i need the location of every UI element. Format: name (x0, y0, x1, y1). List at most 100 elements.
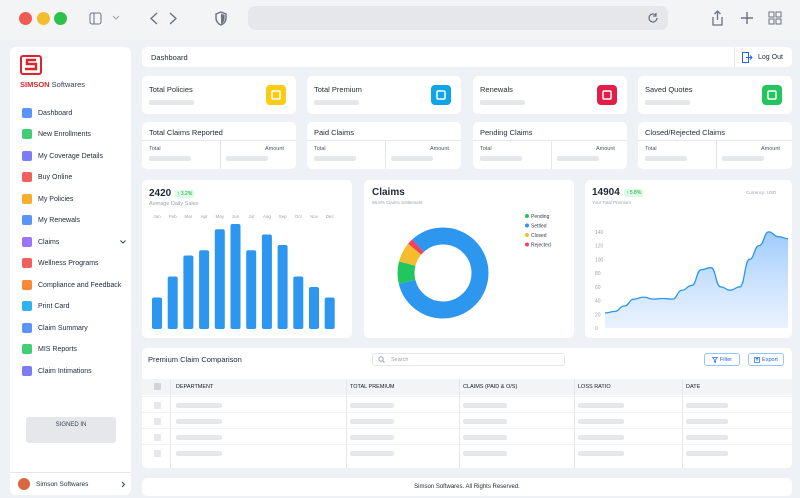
brand-name-main: SIMSON (20, 80, 50, 89)
forward-icon[interactable] (169, 12, 177, 25)
column-header[interactable]: CLAIMS (PAID & O/S) (463, 384, 518, 390)
chevron-right-icon[interactable] (121, 481, 126, 488)
claims-amount-placeholder (722, 156, 764, 161)
sidebar-item-claims[interactable]: Claims (22, 234, 59, 250)
cell-placeholder (463, 403, 507, 408)
sidebar-item-print-card[interactable]: Print Card (22, 298, 70, 314)
sales-value: 2420 (149, 188, 172, 199)
sidebar-item-dashboard[interactable]: Dashboard (22, 105, 72, 121)
user-menu[interactable]: Simson Softwares (10, 472, 131, 495)
premium-growth-badge: ↑ 5.8% (624, 189, 644, 197)
cell-placeholder (578, 435, 624, 440)
sidebar-item-my-coverage-details[interactable]: My Coverage Details (22, 148, 103, 164)
sidebar-item-label: Claim Intimations (38, 367, 92, 375)
sidebar-item-wellness-programs[interactable]: Wellness Programs (22, 255, 99, 271)
claims-total-placeholder (480, 156, 522, 161)
page-header: Dashboard Log Out (142, 47, 792, 67)
row-checkbox[interactable] (154, 418, 161, 425)
close-window-button[interactable] (19, 12, 32, 25)
filter-button[interactable]: Filter (704, 353, 740, 366)
table-row[interactable] (142, 396, 792, 412)
share-icon[interactable] (711, 10, 724, 26)
table-row[interactable] (142, 412, 792, 428)
premium-chart-card: 14904 ↑ 5.8% Your Total Premium Currency… (585, 180, 792, 338)
reload-icon[interactable] (647, 12, 659, 24)
sidebar-icon[interactable] (89, 12, 102, 25)
donut-slice (397, 227, 489, 319)
sidebar-item-new-enrollments[interactable]: New Enrollments (22, 126, 91, 142)
row-checkbox[interactable] (154, 450, 161, 457)
stat-value-placeholder (645, 100, 690, 105)
bar (214, 229, 225, 329)
select-all-checkbox[interactable] (154, 383, 161, 390)
claims-card-divider (307, 140, 461, 141)
stat-card-total-premium[interactable]: Total Premium (307, 76, 461, 114)
table-row[interactable] (142, 428, 792, 444)
area-fill (605, 231, 788, 328)
sidebar-item-claim-summary[interactable]: Claim Summary (22, 320, 88, 336)
bar (199, 250, 210, 329)
column-header[interactable]: LOSS RATIO (578, 384, 611, 390)
chevron-down-icon[interactable] (112, 15, 120, 21)
legend-swatch (525, 242, 529, 247)
cell-placeholder (176, 435, 222, 440)
header-divider (734, 47, 735, 67)
sidebar-item-compliance-and-feedback[interactable]: Compliance and Feedback (22, 277, 121, 293)
brand-logo[interactable]: SIMSON Softwares (20, 55, 124, 95)
logout-button[interactable]: Log Out (742, 51, 783, 63)
sidebar-item-my-renewals[interactable]: My Renewals (22, 212, 80, 228)
logout-icon (742, 51, 753, 63)
bar (309, 287, 319, 329)
chevron-down-icon[interactable] (120, 240, 126, 244)
sidebar-item-label: Wellness Programs (38, 259, 99, 267)
minimize-window-button[interactable] (37, 12, 50, 25)
table-header-row (142, 379, 792, 395)
sidebar-item-mis-reports[interactable]: MIS Reports (22, 341, 77, 357)
legend-label: Closed (531, 233, 547, 239)
renewal-icon (22, 215, 32, 225)
user-name: Simson Softwares (36, 480, 89, 488)
sales-bar-chart: Jan Feb Mar Apr May Jun Jul Aug Sep Oct Nov Dec (152, 214, 335, 329)
search-placeholder: Search (391, 356, 409, 363)
claims-amount-label: Amount (596, 146, 615, 152)
table-title: Premium Claim Comparison (148, 355, 242, 364)
cell-placeholder (350, 403, 394, 408)
stat-card-total-policies[interactable]: Total Policies (142, 76, 296, 114)
column-header[interactable]: DATE (686, 384, 701, 390)
address-bar[interactable] (248, 6, 668, 30)
x-tick-label: Dec (326, 214, 335, 219)
sidebar-item-my-policies[interactable]: My Policies (22, 191, 73, 207)
x-tick-label: May (216, 214, 225, 219)
sidebar-item-label: My Policies (38, 195, 74, 203)
sidebar: SIMSON Softwares Dashboard New Enrollment… (10, 47, 131, 495)
new-tab-icon[interactable] (740, 11, 754, 25)
legend-swatch (525, 233, 529, 237)
claims-amount-label: Amount (761, 146, 780, 152)
stat-card-renewals[interactable]: Renewals (473, 76, 627, 114)
claims-card-vdivider (716, 140, 717, 169)
row-checkbox[interactable] (154, 434, 161, 441)
stat-card-saved-quotes[interactable]: Saved Quotes (638, 76, 792, 114)
feedback-icon (22, 280, 32, 290)
row-checkbox[interactable] (154, 402, 161, 409)
x-tick-label: Jul (248, 214, 254, 219)
sidebar-item-claim-intimations[interactable]: Claim Intimations (22, 363, 92, 379)
search-input[interactable]: Search (372, 353, 565, 366)
legend-label: Rejected (531, 243, 551, 249)
claims-chart-title: Claims (372, 187, 405, 198)
column-header[interactable]: TOTAL PREMIUM (350, 384, 395, 390)
claims-amount-label: Amount (265, 146, 284, 152)
stat-label: Total Premium (314, 85, 362, 94)
shield-icon[interactable] (214, 11, 228, 26)
sidebar-item-buy-online[interactable]: Buy Online (22, 169, 72, 185)
bar (183, 255, 194, 329)
maximize-window-button[interactable] (54, 12, 67, 25)
bar (246, 250, 257, 329)
column-header[interactable]: DEPARTMENT (176, 384, 214, 390)
cell-placeholder (578, 403, 624, 408)
tabs-grid-icon[interactable] (768, 11, 782, 25)
sales-growth-badge: ↑ 3.2% (175, 190, 195, 198)
back-icon[interactable] (150, 12, 158, 25)
export-button[interactable]: Export (748, 353, 784, 366)
table-row[interactable] (142, 444, 792, 460)
